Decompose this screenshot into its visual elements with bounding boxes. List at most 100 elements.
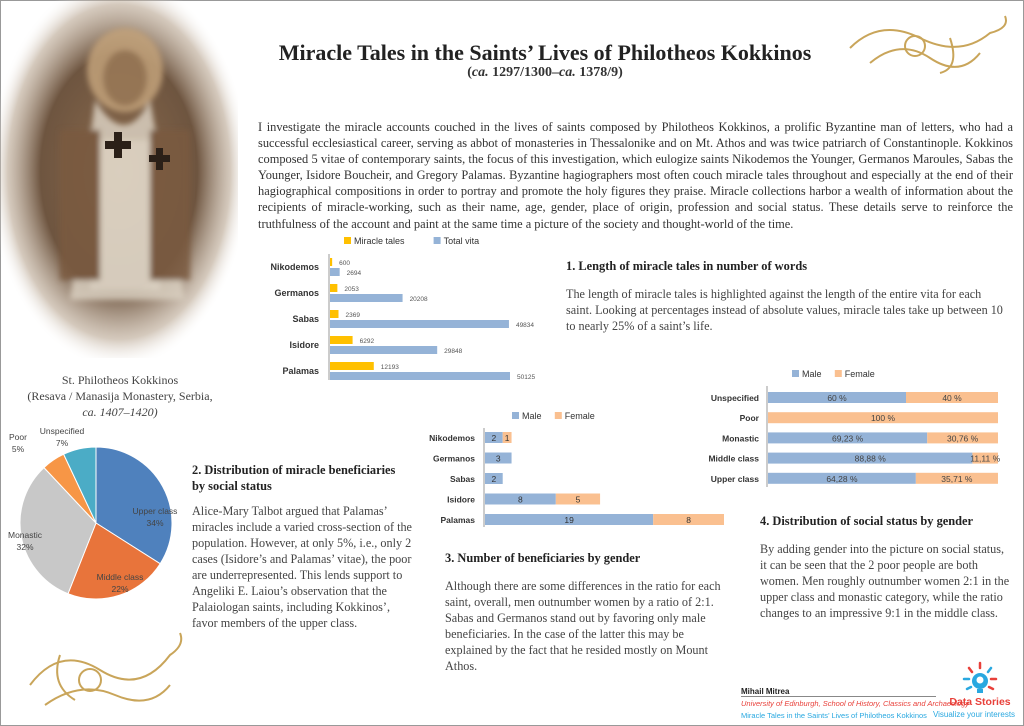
data-label: 5 (576, 495, 581, 505)
category-label: Sabas (292, 314, 319, 324)
category-label: Nikodemos (429, 433, 475, 443)
subtitle-part: 1378/9) (575, 65, 623, 80)
data-label: 6292 (360, 338, 375, 345)
category-label: Middle class (708, 454, 759, 464)
chart-status-by-gender: Male Female Unspecified 60 % 40 % Poor 100 % Mo… (708, 369, 1001, 487)
bar-segment (915, 472, 998, 484)
section1-text: The length of miracle tales is highlight… (566, 287, 1003, 333)
bar-segment (927, 432, 998, 444)
category-label: Palamas (282, 366, 319, 376)
category-label: Isidore (447, 495, 475, 505)
data-label: 1 (505, 433, 510, 443)
data-label: 100 % (871, 413, 896, 423)
data-label: 20208 (410, 296, 428, 303)
legend-label: Female (845, 369, 875, 379)
ornament-bottom-left (29, 632, 183, 706)
section4-text: By adding gender into the picture on soc… (760, 542, 1010, 620)
data-label: 2 (491, 474, 496, 484)
data-label: 2053 (344, 286, 359, 293)
pie-slice (62, 446, 97, 524)
data-label: 19 (564, 515, 574, 525)
bar-segment (653, 514, 724, 525)
section1-heading: 1. Length of miracle tales in number of … (566, 259, 808, 273)
bar-segment (555, 493, 601, 505)
legend-swatch (344, 237, 351, 244)
slice-value: 34% (146, 518, 163, 528)
data-label: 11,11 % (970, 454, 1000, 464)
bar (330, 284, 338, 292)
category-label: Unspecified (711, 393, 759, 403)
legend-label: Total vita (444, 236, 480, 246)
section2-heading: 2. Distribution of miracle beneficiaries… (192, 463, 396, 493)
bar (330, 346, 438, 354)
legend-label: Female (565, 411, 595, 421)
legend-swatch (554, 412, 562, 419)
author-name: Mihail Mitrea (741, 687, 936, 697)
subtitle-part: ca. (559, 65, 576, 80)
section3-heading: 3. Number of beneficiaries by gender (445, 551, 641, 565)
project-title: Miracle Tales in the Saints’ Lives of Ph… (741, 711, 927, 720)
bar-segment (768, 432, 928, 444)
data-label: 8 (686, 515, 691, 525)
ornament-top-right (849, 15, 1007, 74)
category-label: Monastic (722, 433, 759, 443)
author-affiliation: University of Edinburgh, School of Histo… (741, 699, 970, 708)
data-label: 88,88 % (855, 454, 887, 464)
brand-tagline: Visualize your interests (932, 710, 1016, 719)
data-label: 60 % (827, 393, 847, 403)
section2-text: Alice-Mary Talbot argued that Palamas’ m… (192, 504, 412, 630)
category-label: Poor (740, 413, 760, 423)
category-label: Nikodemos (270, 262, 319, 272)
bar (330, 372, 510, 380)
bar-segment (485, 452, 512, 464)
data-label: 3 (496, 454, 501, 464)
data-label: 29848 (444, 348, 462, 355)
subtitle-part: ( (467, 65, 472, 80)
pie-slice (19, 466, 97, 595)
data-label: 8 (518, 495, 523, 505)
data-label: 30,76 % (947, 433, 979, 443)
caption-line: (Resava / Manasija Monastery, Serbia, (27, 389, 213, 403)
data-label: 69,23 % (832, 433, 864, 443)
category-label: Isidore (289, 340, 319, 350)
category-label: Palamas (441, 515, 476, 525)
section4-heading: 4. Distribution of social status by gend… (760, 514, 974, 528)
chart-length-of-miracle-tales: Miracle tales Total vita Nikodemos 600 2694 G… (270, 236, 535, 380)
legend-label: Miracle tales (354, 236, 405, 246)
legend-label: Male (802, 369, 822, 379)
bar-segment (485, 514, 654, 525)
poster-title: Miracle Tales in the Saints’ Lives of Ph… (278, 40, 812, 65)
data-label: 2 (491, 433, 496, 443)
category-label: Upper class (711, 474, 759, 484)
subtitle-part: 1297/1300– (488, 65, 559, 80)
bar-segment (485, 432, 503, 443)
slice-label: Monastic (8, 530, 43, 540)
subtitle-part: ca. (471, 65, 489, 80)
bar-segment (972, 452, 998, 464)
bar (330, 320, 509, 328)
bar (330, 310, 339, 318)
slice-label: Poor (9, 432, 27, 442)
bar (330, 336, 353, 344)
brand-name: Data Stories (949, 696, 1011, 708)
legend-swatch (792, 370, 799, 377)
data-label: 40 % (942, 393, 962, 403)
bar-segment (768, 412, 998, 424)
section3-text: Although there are some differences in t… (445, 579, 721, 673)
legend-swatch (512, 412, 519, 419)
intro-paragraph: I investigate the miracle accounts couch… (258, 120, 1013, 231)
data-label: 35,71 % (941, 474, 973, 484)
data-stories-logo-icon (962, 661, 998, 693)
data-label: 12193 (381, 364, 399, 371)
slice-value: 22% (111, 584, 128, 594)
bar (330, 362, 374, 370)
slice-label: Unspecified (40, 426, 85, 436)
bar-segment (768, 472, 916, 484)
data-label: 2694 (347, 270, 362, 277)
bar-segment (485, 473, 503, 484)
data-label: 600 (339, 260, 350, 267)
poster-subtitle: (ca. 1297/1300–ca. 1378/9) (240, 65, 850, 81)
slice-value: 5% (12, 444, 25, 454)
bar (330, 294, 403, 302)
